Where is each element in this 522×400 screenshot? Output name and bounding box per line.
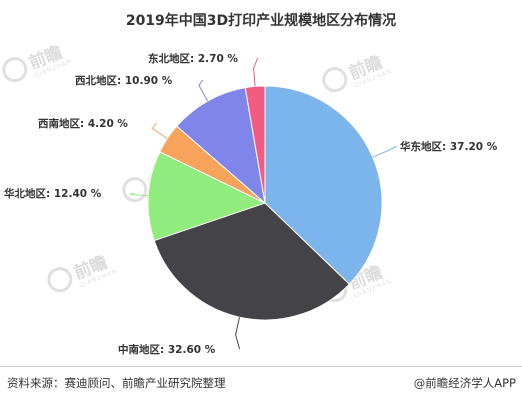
slice-label: 西北地区: 10.90 % [75, 74, 173, 87]
pie-chart: 前瞻QIANZHAN前瞻QIANZHAN前瞻产业研究院QIANZHAN前瞻QIA… [2, 42, 498, 356]
pie-slice [264, 85, 383, 285]
pie-slice [147, 151, 267, 242]
slice-label: 华东地区: 37.20 % [400, 140, 498, 153]
footer: 资料来源：赛迪顾问、前瞻产业研究院整理 @前瞻经济学人APP [0, 366, 522, 400]
leader-line [253, 57, 259, 87]
slice-label: 东北地区: 2.70 % [148, 52, 238, 65]
slice-label: 中南地区: 32.60 % [118, 343, 216, 356]
leader-line [372, 145, 398, 158]
source-note: 资料来源：赛迪顾问、前瞻产业研究院整理 [7, 376, 226, 390]
leader-line [151, 122, 168, 139]
leader-lines [130, 57, 398, 350]
pie-slice [176, 87, 266, 205]
leader-line [235, 317, 241, 350]
slice-labels: 华东地区: 37.20 % 中南地区: 32.60 % 华北地区: 12.40 % 西… [4, 52, 498, 356]
pie-slice [153, 202, 350, 321]
pie-slice [244, 85, 266, 204]
chart-title: 2019年中国3D打印产业规模地区分布情况 [125, 13, 397, 29]
slice-label: 西南地区: 4.20 % [38, 117, 128, 130]
leader-line [130, 192, 149, 197]
slice-label: 华北地区: 12.40 % [4, 187, 102, 200]
pie-slices [147, 85, 383, 321]
credit-note: @前瞻经济学人APP [413, 376, 516, 390]
leader-line [198, 79, 209, 102]
